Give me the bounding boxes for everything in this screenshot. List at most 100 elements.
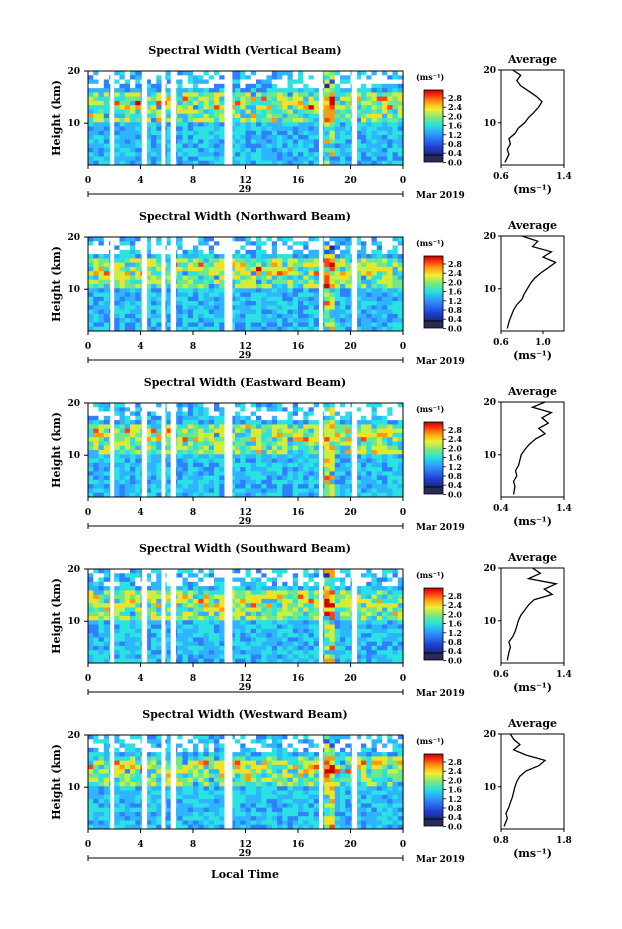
heatmap-cell xyxy=(313,113,320,119)
average-profile-line xyxy=(506,235,557,329)
heatmap-cell xyxy=(308,305,315,311)
heatmap-cell xyxy=(382,88,388,93)
heatmap-cell xyxy=(98,109,105,115)
heatmap-cell xyxy=(250,109,257,115)
heatmap-cell xyxy=(103,326,110,332)
heatmap-cell xyxy=(166,113,173,119)
heatmap-cell xyxy=(282,83,289,89)
heatmap-cell xyxy=(193,603,199,608)
heatmap-cell xyxy=(334,241,341,247)
heatmap-cell xyxy=(292,139,299,145)
heatmap-cell xyxy=(208,594,215,600)
heatmap-cell xyxy=(214,296,220,302)
heatmap-cell xyxy=(219,479,226,485)
heatmap-cell xyxy=(392,424,399,430)
heatmap-cell xyxy=(261,650,268,655)
heatmap-cell xyxy=(124,160,131,166)
heatmap-cell xyxy=(98,305,105,311)
heatmap-cell xyxy=(98,275,105,281)
heatmap-cell xyxy=(98,318,105,323)
heatmap-cell xyxy=(156,152,163,157)
heatmap-cell xyxy=(361,241,367,247)
heatmap-cell xyxy=(214,156,220,162)
heatmap-cell xyxy=(145,92,152,98)
heatmap-cell xyxy=(219,118,226,123)
heatmap-cell xyxy=(282,109,289,115)
heatmap-cell xyxy=(256,492,262,498)
heatmap-cell xyxy=(151,96,157,102)
heatmap-cell xyxy=(371,284,378,289)
heatmap-cell xyxy=(387,118,394,123)
heatmap-cell xyxy=(135,275,142,281)
heatmap-cell xyxy=(277,288,283,294)
heatmap-cell xyxy=(187,258,194,264)
heatmap-cell xyxy=(187,75,194,81)
heatmap-cell xyxy=(271,658,278,664)
heatmap-cell xyxy=(214,607,220,613)
heatmap-cell xyxy=(156,628,163,634)
heatmap-cell xyxy=(98,301,105,306)
heatmap-cell xyxy=(387,318,394,323)
heatmap-cell xyxy=(114,603,121,608)
heatmap-cell xyxy=(303,445,310,451)
heatmap-cell xyxy=(361,245,367,251)
heatmap-cell xyxy=(229,462,236,468)
heatmap-cell xyxy=(245,113,252,119)
heatmap-cell xyxy=(324,284,331,289)
heatmap-cell xyxy=(392,258,399,264)
heatmap-cell xyxy=(282,143,289,149)
heatmap-cell xyxy=(303,475,310,481)
heatmap-cell xyxy=(376,458,383,464)
heatmap-cell xyxy=(124,75,131,81)
heatmap-cell xyxy=(119,475,126,481)
heatmap-cell xyxy=(88,581,94,587)
heatmap-cell xyxy=(135,594,142,600)
heatmap-cell xyxy=(130,450,136,455)
heatmap-cell xyxy=(219,488,226,494)
heatmap-cell xyxy=(287,445,294,451)
heatmap-cell xyxy=(166,296,173,302)
heatmap-cell xyxy=(214,637,220,643)
heatmap-cell xyxy=(308,92,315,98)
heatmap-cell xyxy=(114,279,121,285)
heatmap-cell xyxy=(261,607,268,613)
heatmap-cell xyxy=(198,266,205,272)
heatmap-cell xyxy=(240,318,247,323)
heatmap-cell xyxy=(119,75,126,81)
heatmap-cell xyxy=(145,126,152,132)
heatmap-cell xyxy=(235,326,241,332)
heatmap-cell xyxy=(382,492,388,498)
heatmap-cell xyxy=(193,492,199,498)
heatmap-cell xyxy=(287,135,294,140)
heatmap-cell xyxy=(177,633,184,638)
heatmap-cell xyxy=(130,245,136,251)
heatmap-cell xyxy=(397,309,404,315)
heatmap-cell xyxy=(308,139,315,145)
heatmap-cell xyxy=(256,83,262,89)
heatmap-cell xyxy=(151,83,157,89)
heatmap-cell xyxy=(361,484,367,489)
heatmap-cell xyxy=(308,79,315,85)
heatmap-cell xyxy=(298,152,304,157)
heatmap-cell xyxy=(340,313,346,319)
heatmap-cell xyxy=(345,484,352,489)
heatmap-cell xyxy=(334,156,341,162)
heatmap-cell xyxy=(229,152,236,157)
heatmap-cell xyxy=(208,75,215,81)
heatmap-cell xyxy=(193,479,199,485)
heatmap-cell xyxy=(308,105,315,110)
heatmap-cell xyxy=(208,160,215,166)
heatmap-cell xyxy=(166,245,173,251)
heatmap-cell xyxy=(329,296,336,302)
heatmap-cell xyxy=(98,284,105,289)
heatmap-cell xyxy=(177,415,184,421)
heatmap-cell xyxy=(229,143,236,149)
heatmap-cell xyxy=(130,109,136,115)
heatmap-cell xyxy=(303,441,310,447)
heatmap-cell xyxy=(119,292,126,298)
heatmap-cell xyxy=(135,109,142,115)
heatmap-cell xyxy=(177,318,184,323)
heatmap-cell xyxy=(135,637,142,643)
heatmap-cell xyxy=(151,292,157,298)
heatmap-cell xyxy=(266,152,273,157)
